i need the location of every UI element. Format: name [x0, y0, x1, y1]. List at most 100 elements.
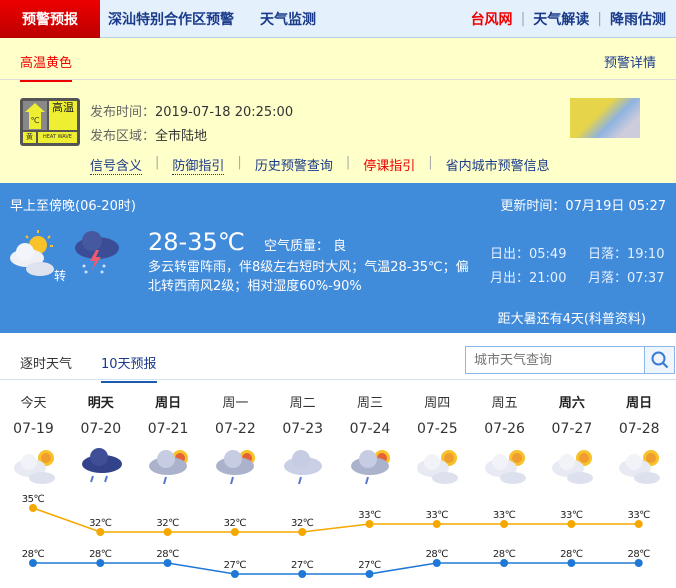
low-temp-point — [298, 570, 307, 578]
high-temp-label: 32℃ — [224, 518, 247, 529]
high-temp-point — [432, 520, 441, 528]
partly-cloudy-icon — [606, 444, 673, 490]
nav-monitoring[interactable]: 天气监测 — [260, 11, 316, 28]
light-rain-icon — [269, 444, 336, 490]
high-temp-point — [634, 520, 643, 528]
high-temp-point — [29, 504, 37, 512]
forecast-date: 07-22 — [215, 421, 256, 437]
high-temp-point — [96, 528, 105, 536]
forecast-date: 07-28 — [618, 421, 660, 437]
issue-time: 发布时间：2019-07-18 20:25:00 — [90, 105, 294, 120]
forecast-date: 07-19 — [13, 421, 54, 437]
high-temp-point — [500, 520, 509, 528]
nav-warning-forecast[interactable]: 预警预报 — [0, 0, 100, 38]
forecast-weekday: 周三 — [356, 396, 383, 411]
high-temp-label: 33℃ — [627, 510, 650, 521]
low-temp-label: 28℃ — [627, 549, 650, 560]
warning-detail-link[interactable]: 预警详情 — [603, 56, 656, 71]
forecast-weekday: 周五 — [491, 396, 518, 411]
high-temp-label: 33℃ — [493, 510, 516, 521]
forecast-weekday: 周六 — [558, 396, 585, 411]
tab-10-day[interactable]: 10天预报 — [101, 353, 157, 383]
high-temp-label: 33℃ — [426, 510, 449, 521]
tab-heat-yellow[interactable]: 高温黄色 — [20, 52, 73, 82]
low-temp-label: 28℃ — [493, 549, 516, 560]
partly-cloudy-icon — [538, 444, 605, 490]
forecast-date: 07-23 — [282, 421, 324, 437]
high-temp-label: 35℃ — [22, 494, 45, 505]
low-temp-point — [634, 559, 643, 567]
low-temp-label: 28℃ — [89, 549, 112, 560]
forecast-weekday: 周四 — [424, 396, 451, 411]
turns-to-label: 转 — [54, 269, 67, 283]
heat-wave-warning-icon: ℃ 高温 黄 HEAT WAVE — [20, 98, 80, 146]
temperature-range: 28-35℃ — [148, 228, 245, 256]
forecast-tabs: 逐时天气 10天预报 — [0, 345, 676, 383]
nav-typhoon[interactable]: 台风网 — [470, 12, 513, 28]
low-temp-point — [230, 570, 239, 578]
tab-hourly[interactable]: 逐时天气 — [20, 357, 73, 372]
partly-cloudy-icon — [404, 444, 471, 490]
forecast-date: 07-26 — [484, 421, 525, 437]
air-quality: 空气质量： 良 — [264, 239, 347, 254]
signal-meaning-link[interactable]: 信号含义 — [90, 155, 143, 175]
nav-rain-estimate[interactable]: 降雨估测 — [610, 12, 666, 28]
search-button[interactable] — [644, 347, 674, 373]
low-temp-label: 28℃ — [426, 549, 449, 560]
divider: | — [597, 11, 602, 27]
low-temp-point — [29, 559, 37, 567]
low-temp-label: 27℃ — [358, 560, 381, 571]
low-temp-label: 28℃ — [156, 549, 179, 560]
high-temp-label: 33℃ — [358, 510, 381, 521]
low-temp-point — [163, 559, 172, 567]
low-temp-label: 28℃ — [560, 549, 583, 560]
forecast-weekday: 明天 — [87, 396, 114, 411]
province-warning-link[interactable]: 省内城市预警信息 — [445, 159, 550, 174]
today-weather-panel: 早上至傍晚(06-20时) 更新时间：07月19日 05:27 转 28-35℃… — [0, 183, 676, 333]
forecast-weekday: 周一 — [222, 396, 249, 411]
sunrise: 日出：05:49 — [490, 247, 567, 262]
high-temp-point — [163, 528, 172, 536]
low-temp-point — [432, 559, 441, 567]
sunset: 日落：19:10 — [588, 247, 665, 262]
low-temp-label: 28℃ — [22, 549, 45, 560]
city-search — [465, 346, 675, 374]
city-search-input[interactable] — [466, 347, 644, 373]
moonrise: 月出：21:00 — [490, 271, 567, 286]
search-icon — [651, 351, 668, 369]
sun-shower-icon — [135, 444, 202, 490]
warning-panel: 高温黄色 预警详情 ℃ 高温 黄 HEAT WAVE 发布时间：2019-07-… — [0, 38, 676, 183]
class-suspension-link[interactable]: 停课指引 — [363, 159, 416, 174]
solar-term-link[interactable]: 距大暑还有4天(科普资料) — [497, 312, 646, 327]
forecast-weekday: 今天 — [20, 396, 47, 411]
divider: | — [520, 11, 526, 27]
period: 早上至傍晚(06-20时) — [10, 199, 136, 214]
update-time: 更新时间：07月19日 05:27 — [500, 199, 666, 214]
low-temp-label: 27℃ — [224, 560, 247, 571]
moonset: 月落：07:37 — [588, 271, 665, 286]
warning-links: 信号含义 | 防御指引 | 历史预警查询 | 停课指引 | 省内城市预警信息 — [90, 155, 550, 175]
defense-guide-link[interactable]: 防御指引 — [172, 155, 225, 175]
low-temp-label: 27℃ — [291, 560, 314, 571]
high-temp-label: 33℃ — [560, 510, 583, 521]
low-temp-point — [500, 559, 509, 567]
issue-area: 发布区域：全市陆地 — [90, 129, 208, 144]
forecast-date: 07-27 — [551, 421, 593, 437]
forecast-weekday: 周日 — [626, 396, 653, 411]
high-temp-point — [365, 520, 374, 528]
high-temp-label: 32℃ — [156, 518, 179, 529]
forecast-weekday: 周二 — [289, 396, 316, 411]
forecast-date: 07-21 — [147, 421, 189, 437]
history-query-link[interactable]: 历史预警查询 — [254, 159, 333, 174]
high-temp-point — [230, 528, 239, 536]
weather-description: 多云转雷阵雨，伴8级左右短时大风；气温28-35℃；偏北转西南风2级；相对湿度6… — [148, 260, 469, 294]
partly-cloudy-icon — [471, 444, 538, 490]
partly-cloudy-icon — [0, 444, 67, 490]
top-nav: 预警预报 深汕特别合作区预警 天气监测 台风网 | 天气解读 | 降雨估测 — [0, 0, 676, 38]
nav-shenshan[interactable]: 深汕特别合作区预警 — [108, 11, 234, 28]
nav-interpretation[interactable]: 天气解读 — [533, 12, 590, 28]
thunderstorm-icon — [75, 231, 119, 274]
warning-map-thumbnail[interactable] — [570, 98, 640, 138]
high-temp-point — [567, 520, 576, 528]
forecast-date: 07-25 — [416, 421, 458, 437]
